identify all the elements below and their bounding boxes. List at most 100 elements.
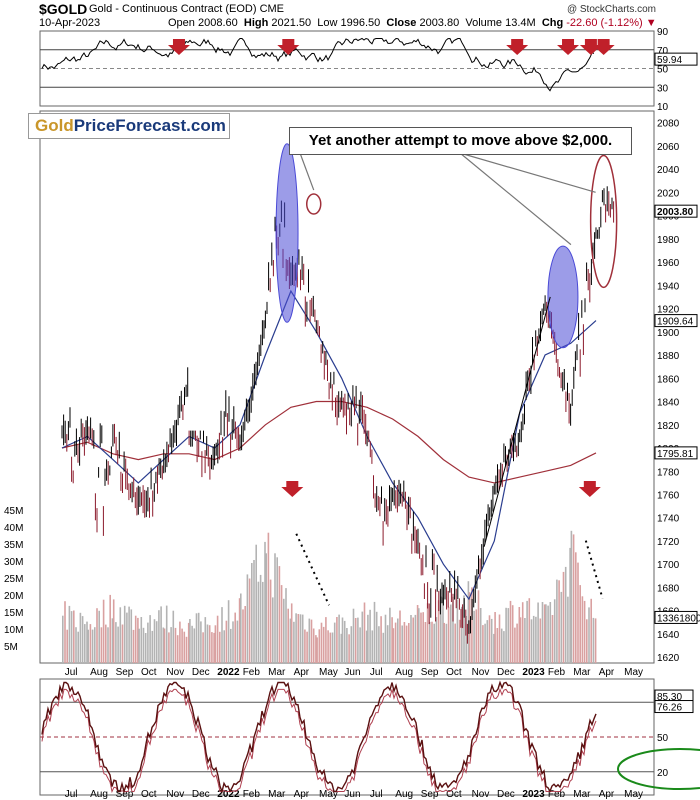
- volume-bar: [505, 607, 507, 663]
- volume-bar: [458, 619, 461, 663]
- volume-bar: [545, 604, 547, 663]
- price-x-tick-label: Feb: [548, 667, 566, 678]
- panel-frame-1: [39, 110, 655, 664]
- stoch-x-tick-label: Sep: [421, 789, 439, 800]
- volume-bar: [285, 588, 287, 663]
- volume-bar: [384, 614, 387, 663]
- high-value: 2021.50: [271, 17, 312, 29]
- volume-bar: [137, 617, 139, 663]
- volume-bar: [151, 630, 154, 663]
- volume-bar: [149, 615, 151, 663]
- volume-bar: [535, 616, 537, 663]
- volume-bar: [405, 625, 408, 663]
- volume-bar: [416, 605, 419, 663]
- stoch-x-tick-label: Sep: [116, 789, 134, 800]
- volume-bar: [234, 612, 236, 663]
- volume-bar: [488, 615, 491, 663]
- volume-bar: [200, 621, 202, 663]
- volume-bar: [274, 553, 276, 663]
- price-x-tick-label: Aug: [395, 667, 413, 678]
- volume-bar: [132, 629, 135, 663]
- volume-bar: [412, 617, 414, 663]
- volume-bar: [498, 614, 501, 663]
- volume-bar: [123, 605, 126, 663]
- volume-bar: [312, 628, 315, 663]
- open-value: 2008.60: [197, 17, 238, 29]
- volume-bar: [479, 608, 482, 663]
- ma50-last-value: 1909.64: [657, 317, 694, 328]
- volume-bar: [163, 628, 166, 663]
- price-tick-label: 1740: [657, 514, 680, 525]
- volume-bar: [115, 622, 117, 663]
- price-last-box: [654, 446, 698, 460]
- volume-bar: [490, 618, 493, 663]
- volume-bar: [496, 628, 499, 663]
- stoch-value-box: [654, 700, 694, 714]
- volume-bar: [195, 613, 198, 663]
- volume-bar: [567, 596, 569, 663]
- volume-bar: [350, 626, 353, 663]
- volume-bar: [105, 624, 107, 663]
- stoch-x-tick-label: Feb: [548, 789, 566, 800]
- volume-bar: [187, 622, 190, 663]
- volume-bar: [338, 614, 340, 663]
- volume-bar: [581, 596, 584, 663]
- volume-tick-label: 40M: [4, 523, 23, 534]
- price-tick-label: 1900: [657, 328, 680, 339]
- volume-bar: [410, 615, 412, 663]
- stoch-x-tick-label: Aug: [395, 789, 413, 800]
- volume-bar: [392, 628, 395, 663]
- chg-value: -22.60 (-1.12%): [566, 17, 643, 29]
- chart-header: $GOLD Gold - Continuous Contract (EOD) C…: [0, 0, 700, 30]
- price-x-tick-label: May: [624, 667, 643, 678]
- volume-bar: [289, 618, 292, 663]
- volume-bar: [242, 609, 244, 663]
- volume-bar: [89, 624, 92, 663]
- volume-bar: [359, 627, 361, 663]
- chart-date: 10-Apr-2023: [39, 17, 101, 29]
- volume-bar: [588, 607, 590, 663]
- rsi-tick-label: 70: [657, 46, 669, 57]
- stoch-x-tick-label: Jul: [65, 789, 78, 800]
- close-label: Close: [386, 17, 417, 29]
- chg-down-triangle-icon: ▼: [645, 17, 657, 29]
- down-arrow-icon: [506, 39, 529, 55]
- volume-bar: [484, 623, 486, 663]
- volume-bar: [238, 598, 241, 663]
- price-x-tick-label: Oct: [446, 667, 462, 678]
- volume-bar: [357, 617, 359, 663]
- volume-bar: [516, 623, 518, 663]
- volume-bar: [583, 600, 586, 663]
- volume-bar: [283, 598, 285, 663]
- stoch-x-tick-label: Apr: [599, 789, 615, 800]
- down-arrow-icon: [281, 481, 304, 497]
- volume-bar: [267, 532, 270, 663]
- volume-bar: [191, 625, 193, 663]
- volume-bar: [272, 597, 274, 663]
- callout-pointer: [459, 152, 596, 193]
- down-arrow-icon: [579, 39, 602, 55]
- volume-bar: [130, 609, 133, 663]
- volume-bar: [461, 606, 463, 663]
- volume-bar: [75, 627, 77, 663]
- volume-bar: [408, 623, 410, 663]
- volume-bar: [70, 611, 73, 663]
- volume-bar: [176, 635, 179, 663]
- volume-bar: [276, 557, 278, 663]
- credit: @ StockCharts.com: [566, 4, 656, 15]
- volume-tick-label: 10M: [4, 625, 23, 636]
- volume-bar: [440, 596, 442, 663]
- ohlc-readout: Open 2008.60 High 2021.50 Low 1996.50 Cl…: [168, 17, 657, 29]
- volume-bar: [429, 621, 431, 663]
- volume-bar: [572, 534, 575, 663]
- volume-bar: [433, 623, 435, 663]
- volume-bar: [112, 599, 115, 663]
- stoch-x-tick-label: Apr: [294, 789, 310, 800]
- blue-ellipse: [275, 143, 299, 323]
- price-x-tick-label: Jul: [370, 667, 383, 678]
- stoch-x-tick-label: Mar: [268, 789, 286, 800]
- volume-bar: [119, 607, 122, 663]
- stoch-value: 76.26: [657, 703, 682, 714]
- volume-bar: [221, 607, 223, 663]
- volume-bar: [100, 627, 103, 663]
